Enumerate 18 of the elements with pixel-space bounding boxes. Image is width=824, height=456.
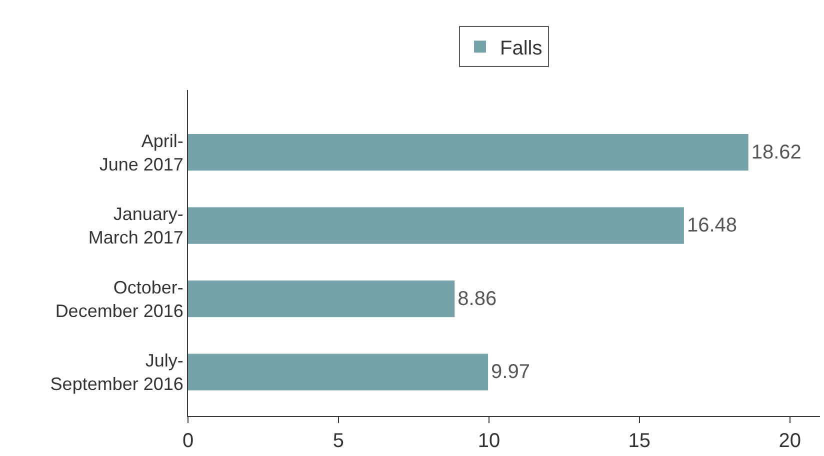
data-label: 16.48 xyxy=(686,214,738,237)
y-tick-label: October-December 2016 xyxy=(55,277,184,321)
data-label: 9.97 xyxy=(491,361,530,384)
y-tick-label: April-June 2017 xyxy=(99,130,184,174)
x-tick-label: 15 xyxy=(628,430,651,452)
x-tick-label: 0 xyxy=(182,430,194,452)
x-tick-label: 10 xyxy=(478,430,500,452)
y-tick-label: July-September 2016 xyxy=(50,350,184,394)
bar xyxy=(188,134,748,171)
data-label: 8.86 xyxy=(458,288,497,310)
legend-label: Falls xyxy=(500,37,542,60)
bar xyxy=(188,280,455,318)
bar xyxy=(188,207,684,244)
y-tick-label: January-March 2017 xyxy=(88,204,184,248)
x-tick-label: 20 xyxy=(778,430,802,452)
x-tick-label: 5 xyxy=(332,430,344,452)
bar xyxy=(188,354,488,390)
data-label: 18.62 xyxy=(751,141,802,164)
